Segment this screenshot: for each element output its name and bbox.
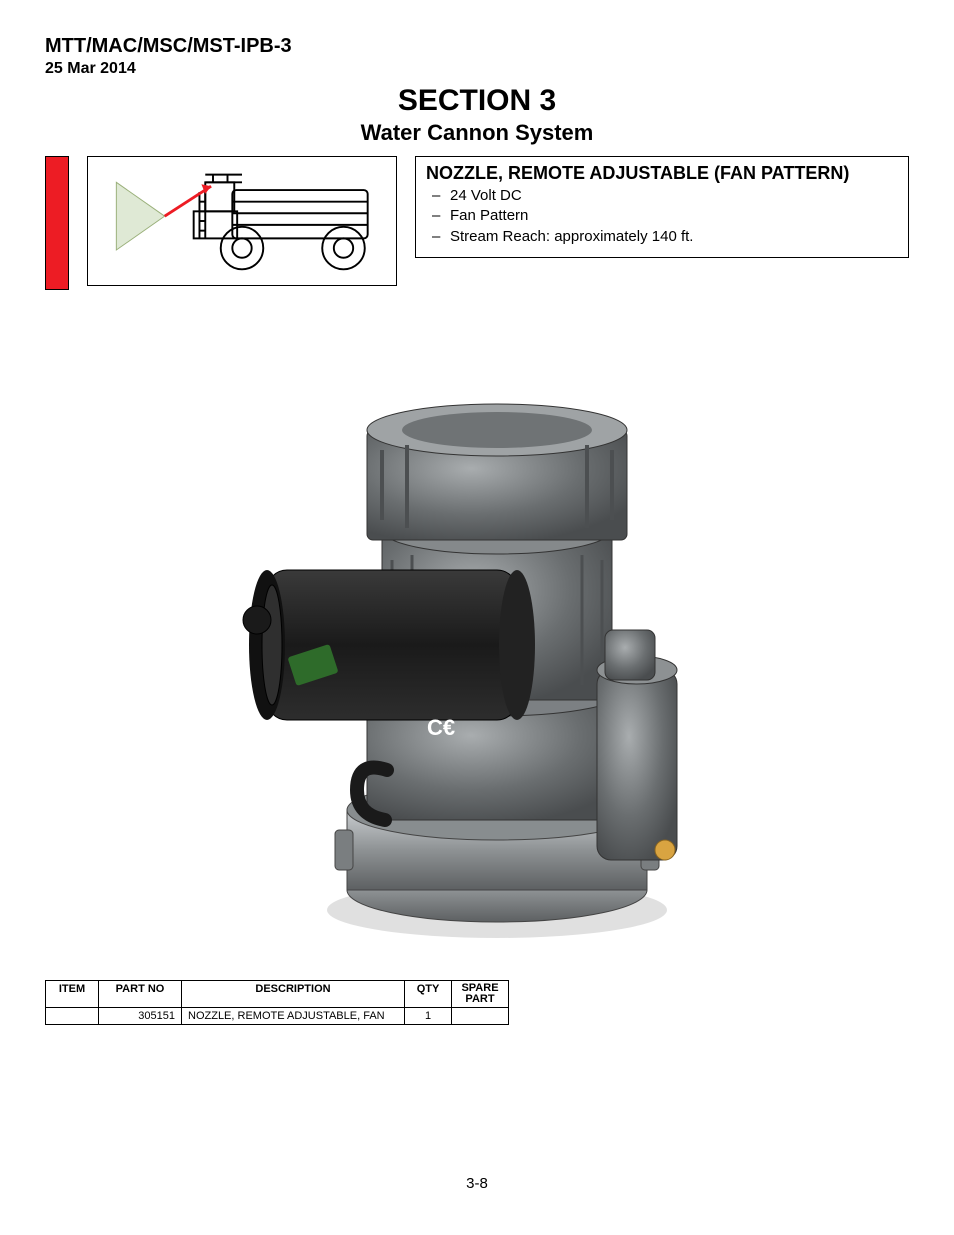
td-desc: NOZZLE, REMOTE ADJUSTABLE, FAN: [182, 1008, 405, 1025]
table-row: 305151 NOZZLE, REMOTE ADJUSTABLE, FAN 1: [46, 1008, 509, 1025]
spec-item: 24 Volt DC: [426, 186, 898, 206]
doc-id: MTT/MAC/MSC/MST-IPB-3: [45, 35, 909, 58]
td-qty: 1: [405, 1008, 452, 1025]
page-number: 3-8: [45, 1175, 909, 1192]
th-spare: SPARE PART: [452, 981, 509, 1008]
title-box-heading: NOZZLE, REMOTE ADJUSTABLE (FAN PATTERN): [426, 163, 898, 184]
red-index-bar: [45, 156, 69, 290]
td-item: [46, 1008, 99, 1025]
nozzle-image-icon: C€: [217, 330, 737, 950]
section-subtitle: Water Cannon System: [45, 120, 909, 146]
th-partno: PART NO: [99, 981, 182, 1008]
th-item: ITEM: [46, 981, 99, 1008]
spec-list: 24 Volt DC Fan Pattern Stream Reach: app…: [426, 186, 898, 247]
doc-date: 25 Mar 2014: [45, 60, 909, 78]
svg-text:C€: C€: [427, 715, 455, 740]
th-desc: DESCRIPTION: [182, 981, 405, 1008]
td-spare: [452, 1008, 509, 1025]
th-qty: QTY: [405, 981, 452, 1008]
section-title: SECTION 3: [45, 84, 909, 118]
spec-item: Fan Pattern: [426, 206, 898, 226]
title-box: NOZZLE, REMOTE ADJUSTABLE (FAN PATTERN) …: [415, 156, 909, 258]
td-partno: 305151: [99, 1008, 182, 1025]
top-row: NOZZLE, REMOTE ADJUSTABLE (FAN PATTERN) …: [45, 156, 909, 290]
truck-diagram-icon: [94, 163, 390, 279]
parts-table: ITEM PART NO DESCRIPTION QTY SPARE PART …: [45, 980, 509, 1025]
truck-diagram-box: [87, 156, 397, 286]
product-image-area: C€: [45, 330, 909, 950]
spec-item: Stream Reach: approximately 140 ft.: [426, 227, 898, 247]
